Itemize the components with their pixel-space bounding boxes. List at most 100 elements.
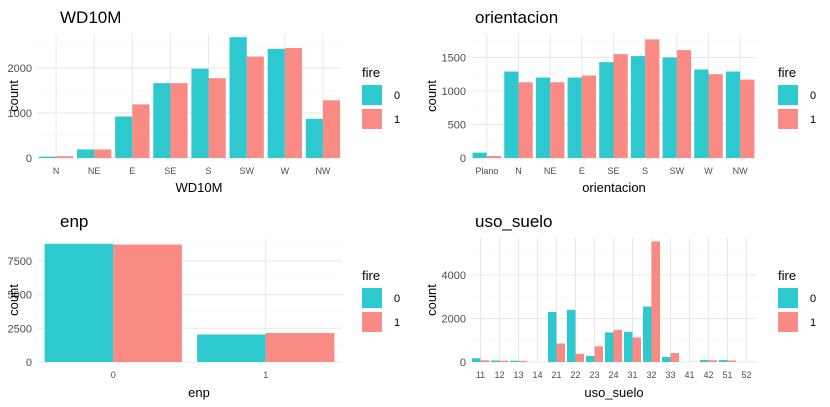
bar-31-fire-1 bbox=[632, 337, 642, 362]
x-tick-label: S bbox=[642, 166, 648, 176]
bar-24-fire-1 bbox=[613, 329, 623, 362]
y-axis-label: count bbox=[6, 284, 21, 316]
x-tick-label: SW bbox=[239, 166, 254, 176]
x-tick-label: 41 bbox=[684, 370, 694, 380]
y-tick-label: 2000 bbox=[8, 63, 32, 75]
legend-label-fire-0: 0 bbox=[394, 293, 400, 305]
legend-key-fire-1 bbox=[778, 312, 798, 332]
y-tick-label: 2500 bbox=[8, 323, 32, 335]
x-tick-label: W bbox=[704, 166, 713, 176]
bar-E-fire-0 bbox=[115, 116, 133, 158]
bar-N-fire-0 bbox=[38, 156, 57, 158]
bar-1-fire-1 bbox=[265, 333, 335, 362]
x-tick-label: NW bbox=[733, 166, 748, 176]
bar-21-fire-1 bbox=[556, 343, 566, 362]
x-axis-label: WD10M bbox=[176, 180, 223, 195]
x-tick-label: 51 bbox=[722, 370, 732, 380]
legend-key-fire-1 bbox=[778, 109, 798, 129]
legend-key-fire-0 bbox=[362, 85, 382, 105]
bar-13-fire-1 bbox=[518, 360, 528, 362]
bar-E-fire-1 bbox=[132, 104, 150, 158]
x-axis-label: enp bbox=[188, 385, 210, 400]
bar-NE-fire-1 bbox=[550, 82, 565, 158]
legend-title: fire bbox=[778, 65, 796, 80]
bar-31-fire-0 bbox=[623, 331, 633, 362]
panel-title: WD10M bbox=[60, 8, 121, 27]
y-tick-label: 2000 bbox=[442, 313, 466, 325]
y-axis-label: count bbox=[424, 80, 439, 112]
legend-title: fire bbox=[362, 65, 380, 80]
bar-NW-fire-0 bbox=[725, 71, 741, 158]
y-axis-label: count bbox=[424, 284, 439, 316]
legend-label-fire-0: 0 bbox=[394, 90, 400, 102]
x-tick-label: 12 bbox=[494, 370, 504, 380]
bar-0-fire-0 bbox=[44, 243, 114, 362]
y-tick-label: 0 bbox=[460, 357, 466, 369]
bar-Plano-fire-1 bbox=[486, 155, 502, 158]
legend-label-fire-1: 1 bbox=[394, 317, 400, 329]
y-tick-label: 7500 bbox=[8, 256, 32, 268]
bar-12-fire-1 bbox=[499, 360, 509, 362]
bar-NW-fire-1 bbox=[322, 100, 341, 158]
bar-13-fire-0 bbox=[509, 360, 519, 362]
bar-N-fire-0 bbox=[504, 71, 519, 158]
x-tick-label: E bbox=[129, 166, 135, 176]
bar-SE-fire-1 bbox=[170, 83, 188, 158]
bar-S-fire-1 bbox=[645, 39, 660, 158]
x-tick-label: SE bbox=[607, 166, 619, 176]
bar-SE-fire-0 bbox=[153, 83, 171, 158]
bar-S-fire-1 bbox=[208, 78, 226, 158]
bar-22-fire-0 bbox=[566, 309, 576, 362]
bar-33-fire-1 bbox=[670, 353, 680, 362]
bar-SE-fire-0 bbox=[599, 62, 614, 158]
x-tick-label: E bbox=[579, 166, 585, 176]
bar-SE-fire-1 bbox=[613, 54, 628, 158]
y-tick-label: 0 bbox=[26, 153, 32, 165]
bar-E-fire-1 bbox=[581, 75, 597, 158]
bar-N-fire-1 bbox=[56, 156, 74, 158]
x-tick-label: 21 bbox=[551, 370, 561, 380]
y-tick-label: 0 bbox=[26, 357, 32, 369]
x-tick-label: 13 bbox=[513, 370, 523, 380]
x-tick-label: NW bbox=[315, 166, 330, 176]
bar-51-fire-0 bbox=[718, 360, 728, 362]
legend-label-fire-1: 1 bbox=[394, 114, 400, 126]
x-tick-label: 31 bbox=[627, 370, 637, 380]
bar-S-fire-0 bbox=[191, 68, 209, 158]
legend-label-fire-1: 1 bbox=[810, 114, 816, 126]
legend-label-fire-0: 0 bbox=[810, 293, 816, 305]
x-tick-label: 42 bbox=[703, 370, 713, 380]
x-tick-label: 14 bbox=[532, 370, 542, 380]
x-tick-label: 33 bbox=[665, 370, 675, 380]
x-tick-label: 32 bbox=[646, 370, 656, 380]
x-tick-label: NE bbox=[544, 166, 557, 176]
bar-23-fire-0 bbox=[585, 355, 595, 362]
legend-key-fire-1 bbox=[362, 312, 382, 332]
x-tick-label: SE bbox=[164, 166, 176, 176]
bar-SW-fire-1 bbox=[246, 56, 264, 158]
bar-SW-fire-0 bbox=[229, 37, 247, 158]
legend-title: fire bbox=[778, 268, 796, 283]
bar-0-fire-1 bbox=[113, 244, 182, 362]
bar-51-fire-1 bbox=[727, 360, 737, 362]
bar-W-fire-1 bbox=[284, 47, 302, 158]
legend-title: fire bbox=[362, 268, 380, 283]
x-tick-label: 1 bbox=[263, 370, 268, 380]
bar-42-fire-0 bbox=[699, 360, 709, 362]
y-tick-label: 500 bbox=[448, 119, 466, 131]
x-tick-label: 0 bbox=[111, 370, 116, 380]
bar-NE-fire-0 bbox=[535, 77, 551, 158]
panel-title: orientacion bbox=[475, 8, 558, 27]
x-tick-label: N bbox=[515, 166, 522, 176]
bar-32-fire-0 bbox=[642, 306, 652, 362]
bar-NW-fire-1 bbox=[740, 79, 755, 158]
bar-N-fire-1 bbox=[518, 82, 533, 158]
y-tick-label: 1000 bbox=[8, 108, 32, 120]
x-tick-label: NE bbox=[88, 166, 101, 176]
y-tick-label: 5000 bbox=[8, 290, 32, 302]
legend-key-fire-1 bbox=[362, 109, 382, 129]
legend-key-fire-0 bbox=[778, 85, 798, 105]
bar-11-fire-1 bbox=[480, 360, 490, 362]
x-tick-label: 22 bbox=[570, 370, 580, 380]
